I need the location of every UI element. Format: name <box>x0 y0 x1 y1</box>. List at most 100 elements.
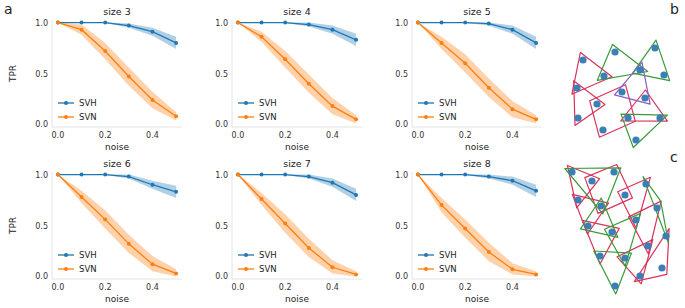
x-tick-label: 0.0 <box>412 283 425 292</box>
hyperedge <box>605 213 641 266</box>
hyperedge <box>634 229 669 282</box>
data-point <box>80 173 84 177</box>
confidence-band <box>58 23 176 121</box>
subplot: size 30.00.51.00.00.20.4noiseTPRSVHSVN <box>8 6 182 152</box>
node <box>600 72 607 79</box>
x-axis-label: noise <box>105 142 129 152</box>
legend-label: SVN <box>259 264 277 274</box>
y-tick-label: 1.0 <box>395 171 408 180</box>
y-tick-label: 0.0 <box>35 272 48 281</box>
panel-label: b <box>670 1 679 17</box>
data-point <box>283 173 287 177</box>
legend-label: SVN <box>439 112 457 122</box>
series-line <box>418 175 536 275</box>
legend-entry: SVN <box>238 112 277 122</box>
node <box>660 71 667 78</box>
x-tick-label: 0.2 <box>99 283 112 292</box>
x-tick-label: 0.4 <box>506 131 519 140</box>
data-point <box>534 117 538 121</box>
data-point <box>416 21 420 25</box>
data-point <box>440 203 444 207</box>
series-line <box>238 23 356 120</box>
data-point <box>103 49 107 53</box>
node <box>651 44 658 51</box>
y-tick-label: 0.0 <box>215 120 228 129</box>
data-point <box>463 173 467 177</box>
data-point <box>150 262 154 266</box>
x-tick-label: 0.2 <box>459 283 472 292</box>
series-line <box>58 175 176 274</box>
data-point <box>463 227 467 231</box>
y-tick-label: 0.0 <box>215 272 228 281</box>
hyperedge <box>574 81 605 126</box>
legend-marker <box>244 267 248 271</box>
data-point <box>103 173 107 177</box>
data-point <box>354 193 358 197</box>
node <box>610 168 617 175</box>
y-axis-label: TPR <box>8 217 18 235</box>
x-tick-label: 0.4 <box>326 131 339 140</box>
data-point <box>236 21 240 25</box>
x-tick-label: 0.2 <box>99 131 112 140</box>
data-point <box>260 21 264 25</box>
x-tick-label: 0.2 <box>459 131 472 140</box>
data-point <box>330 181 334 185</box>
legend-label: SVH <box>259 250 277 260</box>
y-tick-label: 1.0 <box>395 19 408 28</box>
x-axis-label: noise <box>465 294 489 304</box>
legend-entry: SVH <box>238 98 277 108</box>
data-point <box>150 183 154 187</box>
y-tick-label: 0.5 <box>395 70 408 79</box>
node <box>574 196 581 203</box>
plot-area <box>56 173 178 277</box>
node <box>611 282 618 289</box>
legend-label: SVH <box>79 250 97 260</box>
data-point <box>283 221 287 225</box>
hyperedge <box>633 40 670 81</box>
legend-entry: SVH <box>418 98 457 108</box>
data-point <box>416 21 420 25</box>
y-axis-line <box>412 20 413 127</box>
legend-label: SVN <box>439 264 457 274</box>
plot-area <box>416 21 538 124</box>
x-axis-line <box>412 127 542 128</box>
subplot: size 40.00.51.00.00.20.4noiseSVHSVN <box>215 6 362 152</box>
legend-label: SVH <box>439 98 457 108</box>
hyperedge <box>643 177 669 244</box>
node <box>596 252 603 259</box>
data-point <box>416 173 420 177</box>
data-point <box>534 272 538 276</box>
x-tick-label: 0.0 <box>232 283 245 292</box>
legend-marker <box>244 253 248 257</box>
node <box>642 180 649 187</box>
data-point <box>330 265 334 269</box>
data-point <box>440 41 444 45</box>
legend-marker <box>424 253 428 257</box>
legend-label: SVN <box>79 264 97 274</box>
node <box>636 66 643 73</box>
y-axis-label: TPR <box>8 65 18 83</box>
data-point <box>534 189 538 193</box>
node <box>608 228 615 235</box>
hyperedge <box>565 168 621 214</box>
data-point <box>354 272 358 276</box>
x-tick-label: 0.0 <box>232 131 245 140</box>
data-point <box>56 21 60 25</box>
x-axis-line <box>52 279 182 280</box>
node <box>611 48 618 55</box>
data-point <box>510 28 514 32</box>
legend-marker <box>64 115 68 119</box>
confidence-band <box>58 175 176 277</box>
x-tick-label: 0.4 <box>146 283 159 292</box>
y-tick-label: 0.0 <box>395 120 408 129</box>
data-point <box>487 250 491 254</box>
x-tick-label: 0.0 <box>52 283 65 292</box>
y-tick-label: 1.0 <box>35 19 48 28</box>
y-axis-line <box>232 172 233 279</box>
x-axis-line <box>232 127 362 128</box>
legend-marker <box>424 115 428 119</box>
y-tick-label: 1.0 <box>215 19 228 28</box>
y-axis-line <box>412 172 413 279</box>
x-tick-label: 0.2 <box>279 131 292 140</box>
legend-marker <box>64 267 68 271</box>
